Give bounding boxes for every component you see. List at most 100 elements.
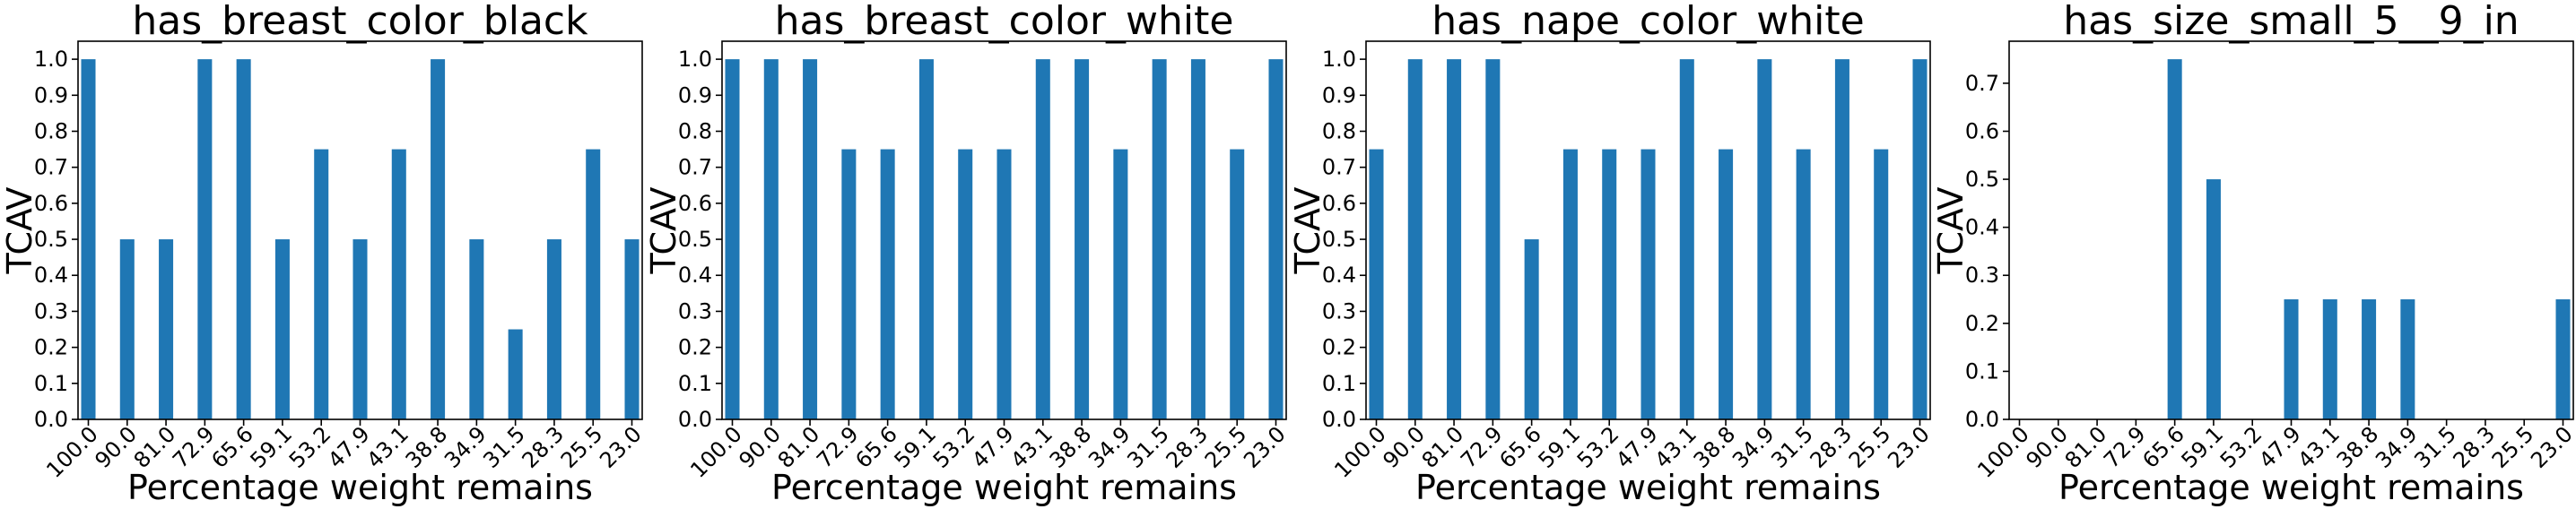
y-tick-label: 0.2 bbox=[34, 335, 68, 360]
bar bbox=[1230, 149, 1245, 419]
y-tick-label: 0.4 bbox=[1965, 215, 1999, 240]
bar bbox=[624, 239, 640, 419]
y-tick-label: 0.1 bbox=[1965, 358, 1999, 384]
x-axis-label: Percentage weight remains bbox=[771, 468, 1237, 507]
bar bbox=[1874, 149, 1889, 419]
bar bbox=[2555, 299, 2571, 419]
bar bbox=[469, 239, 484, 419]
bar bbox=[2322, 299, 2337, 419]
y-tick-label: 1.0 bbox=[1322, 47, 1356, 72]
y-tick-label: 0.0 bbox=[34, 407, 68, 432]
y-tick-label: 0.5 bbox=[34, 227, 68, 252]
bar bbox=[1268, 59, 1284, 419]
y-tick-label: 0.1 bbox=[1322, 371, 1356, 396]
bar bbox=[1679, 59, 1694, 419]
bar bbox=[119, 239, 135, 419]
plot-area: 0.00.10.20.30.40.50.60.70.80.91.0100.090… bbox=[678, 40, 1291, 483]
bar bbox=[391, 149, 406, 419]
y-tick-label: 0.8 bbox=[678, 118, 712, 143]
chart-title: has_nape_color_white bbox=[1432, 0, 1864, 44]
chart-panel-breast-color-black: has_breast_color_black TCAV Percentage w… bbox=[0, 0, 647, 507]
y-tick-label: 0.6 bbox=[34, 191, 68, 216]
bar bbox=[1796, 149, 1811, 419]
y-tick-label: 0.8 bbox=[1322, 118, 1356, 143]
bar bbox=[2400, 299, 2415, 419]
bar bbox=[508, 329, 523, 419]
bar bbox=[1447, 59, 1462, 419]
bar bbox=[803, 59, 818, 419]
y-axis-label: TCAV bbox=[1931, 186, 1971, 274]
bar bbox=[314, 149, 329, 419]
bar bbox=[1562, 149, 1578, 419]
bar bbox=[2167, 59, 2182, 419]
x-axis-label: Percentage weight remains bbox=[1415, 468, 1881, 507]
axes-frame bbox=[721, 40, 1287, 420]
bar bbox=[1152, 59, 1167, 419]
bar bbox=[763, 59, 779, 419]
bar bbox=[1075, 59, 1090, 419]
y-tick-label: 0.6 bbox=[1322, 191, 1356, 216]
bar bbox=[725, 59, 740, 419]
y-tick-label: 0.1 bbox=[678, 371, 712, 396]
bar bbox=[81, 59, 96, 419]
y-tick-label: 0.0 bbox=[678, 407, 712, 432]
y-tick-label: 0.8 bbox=[34, 118, 68, 143]
bar bbox=[1369, 149, 1384, 419]
y-tick-label: 1.0 bbox=[678, 47, 712, 72]
y-tick-label: 0.3 bbox=[34, 298, 68, 324]
bar bbox=[958, 149, 973, 419]
y-tick-label: 0.2 bbox=[678, 335, 712, 360]
bar bbox=[1602, 149, 1617, 419]
y-tick-label: 0.6 bbox=[1965, 118, 1999, 143]
y-tick-label: 0.0 bbox=[1322, 407, 1356, 432]
y-tick-label: 1.0 bbox=[34, 47, 68, 72]
bar bbox=[880, 149, 895, 419]
chart-title: has_size_small_5__9_in bbox=[2063, 0, 2519, 44]
bar bbox=[159, 239, 174, 419]
bar bbox=[1190, 59, 1205, 419]
bar bbox=[996, 149, 1012, 419]
y-tick-label: 0.4 bbox=[1322, 263, 1356, 288]
y-tick-label: 0.9 bbox=[678, 82, 712, 108]
y-tick-label: 0.2 bbox=[1322, 335, 1356, 360]
bar bbox=[274, 239, 290, 419]
bar bbox=[1757, 59, 1772, 419]
y-axis-label: TCAV bbox=[644, 186, 683, 274]
y-axis-label: TCAV bbox=[1288, 186, 1327, 274]
y-tick-label: 0.1 bbox=[34, 371, 68, 396]
y-tick-label: 0.7 bbox=[678, 155, 712, 180]
axes-frame bbox=[1365, 40, 1931, 420]
bar bbox=[2362, 299, 2377, 419]
chart-title: has_breast_color_white bbox=[775, 0, 1234, 44]
y-tick-label: 0.7 bbox=[1965, 71, 1999, 96]
y-tick-label: 0.9 bbox=[34, 82, 68, 108]
y-tick-label: 0.6 bbox=[678, 191, 712, 216]
y-tick-label: 0.3 bbox=[1965, 263, 1999, 288]
y-tick-label: 0.3 bbox=[1322, 298, 1356, 324]
bar bbox=[1407, 59, 1423, 419]
x-axis-label: Percentage weight remains bbox=[2058, 468, 2524, 507]
y-tick-label: 0.5 bbox=[678, 227, 712, 252]
bar bbox=[1485, 59, 1501, 419]
y-tick-label: 0.5 bbox=[1965, 167, 1999, 192]
y-tick-label: 0.7 bbox=[34, 155, 68, 180]
bar bbox=[1113, 149, 1128, 419]
y-tick-label: 0.9 bbox=[1322, 82, 1356, 108]
bar bbox=[918, 59, 934, 419]
chart-title: has_breast_color_black bbox=[132, 0, 588, 44]
y-tick-label: 0.5 bbox=[1322, 227, 1356, 252]
bar bbox=[431, 59, 446, 419]
x-axis-label: Percentage weight remains bbox=[127, 468, 593, 507]
y-tick-label: 0.7 bbox=[1322, 155, 1356, 180]
y-tick-label: 0.0 bbox=[1965, 407, 1999, 432]
bar bbox=[1640, 149, 1656, 419]
chart-panel-breast-color-white: has_breast_color_white TCAV Percentage w… bbox=[644, 0, 1291, 507]
bar bbox=[1719, 149, 1734, 419]
axes-frame bbox=[77, 40, 643, 420]
bar bbox=[1912, 59, 1928, 419]
bar bbox=[2206, 179, 2221, 419]
bar bbox=[586, 149, 601, 419]
bar bbox=[352, 239, 368, 419]
